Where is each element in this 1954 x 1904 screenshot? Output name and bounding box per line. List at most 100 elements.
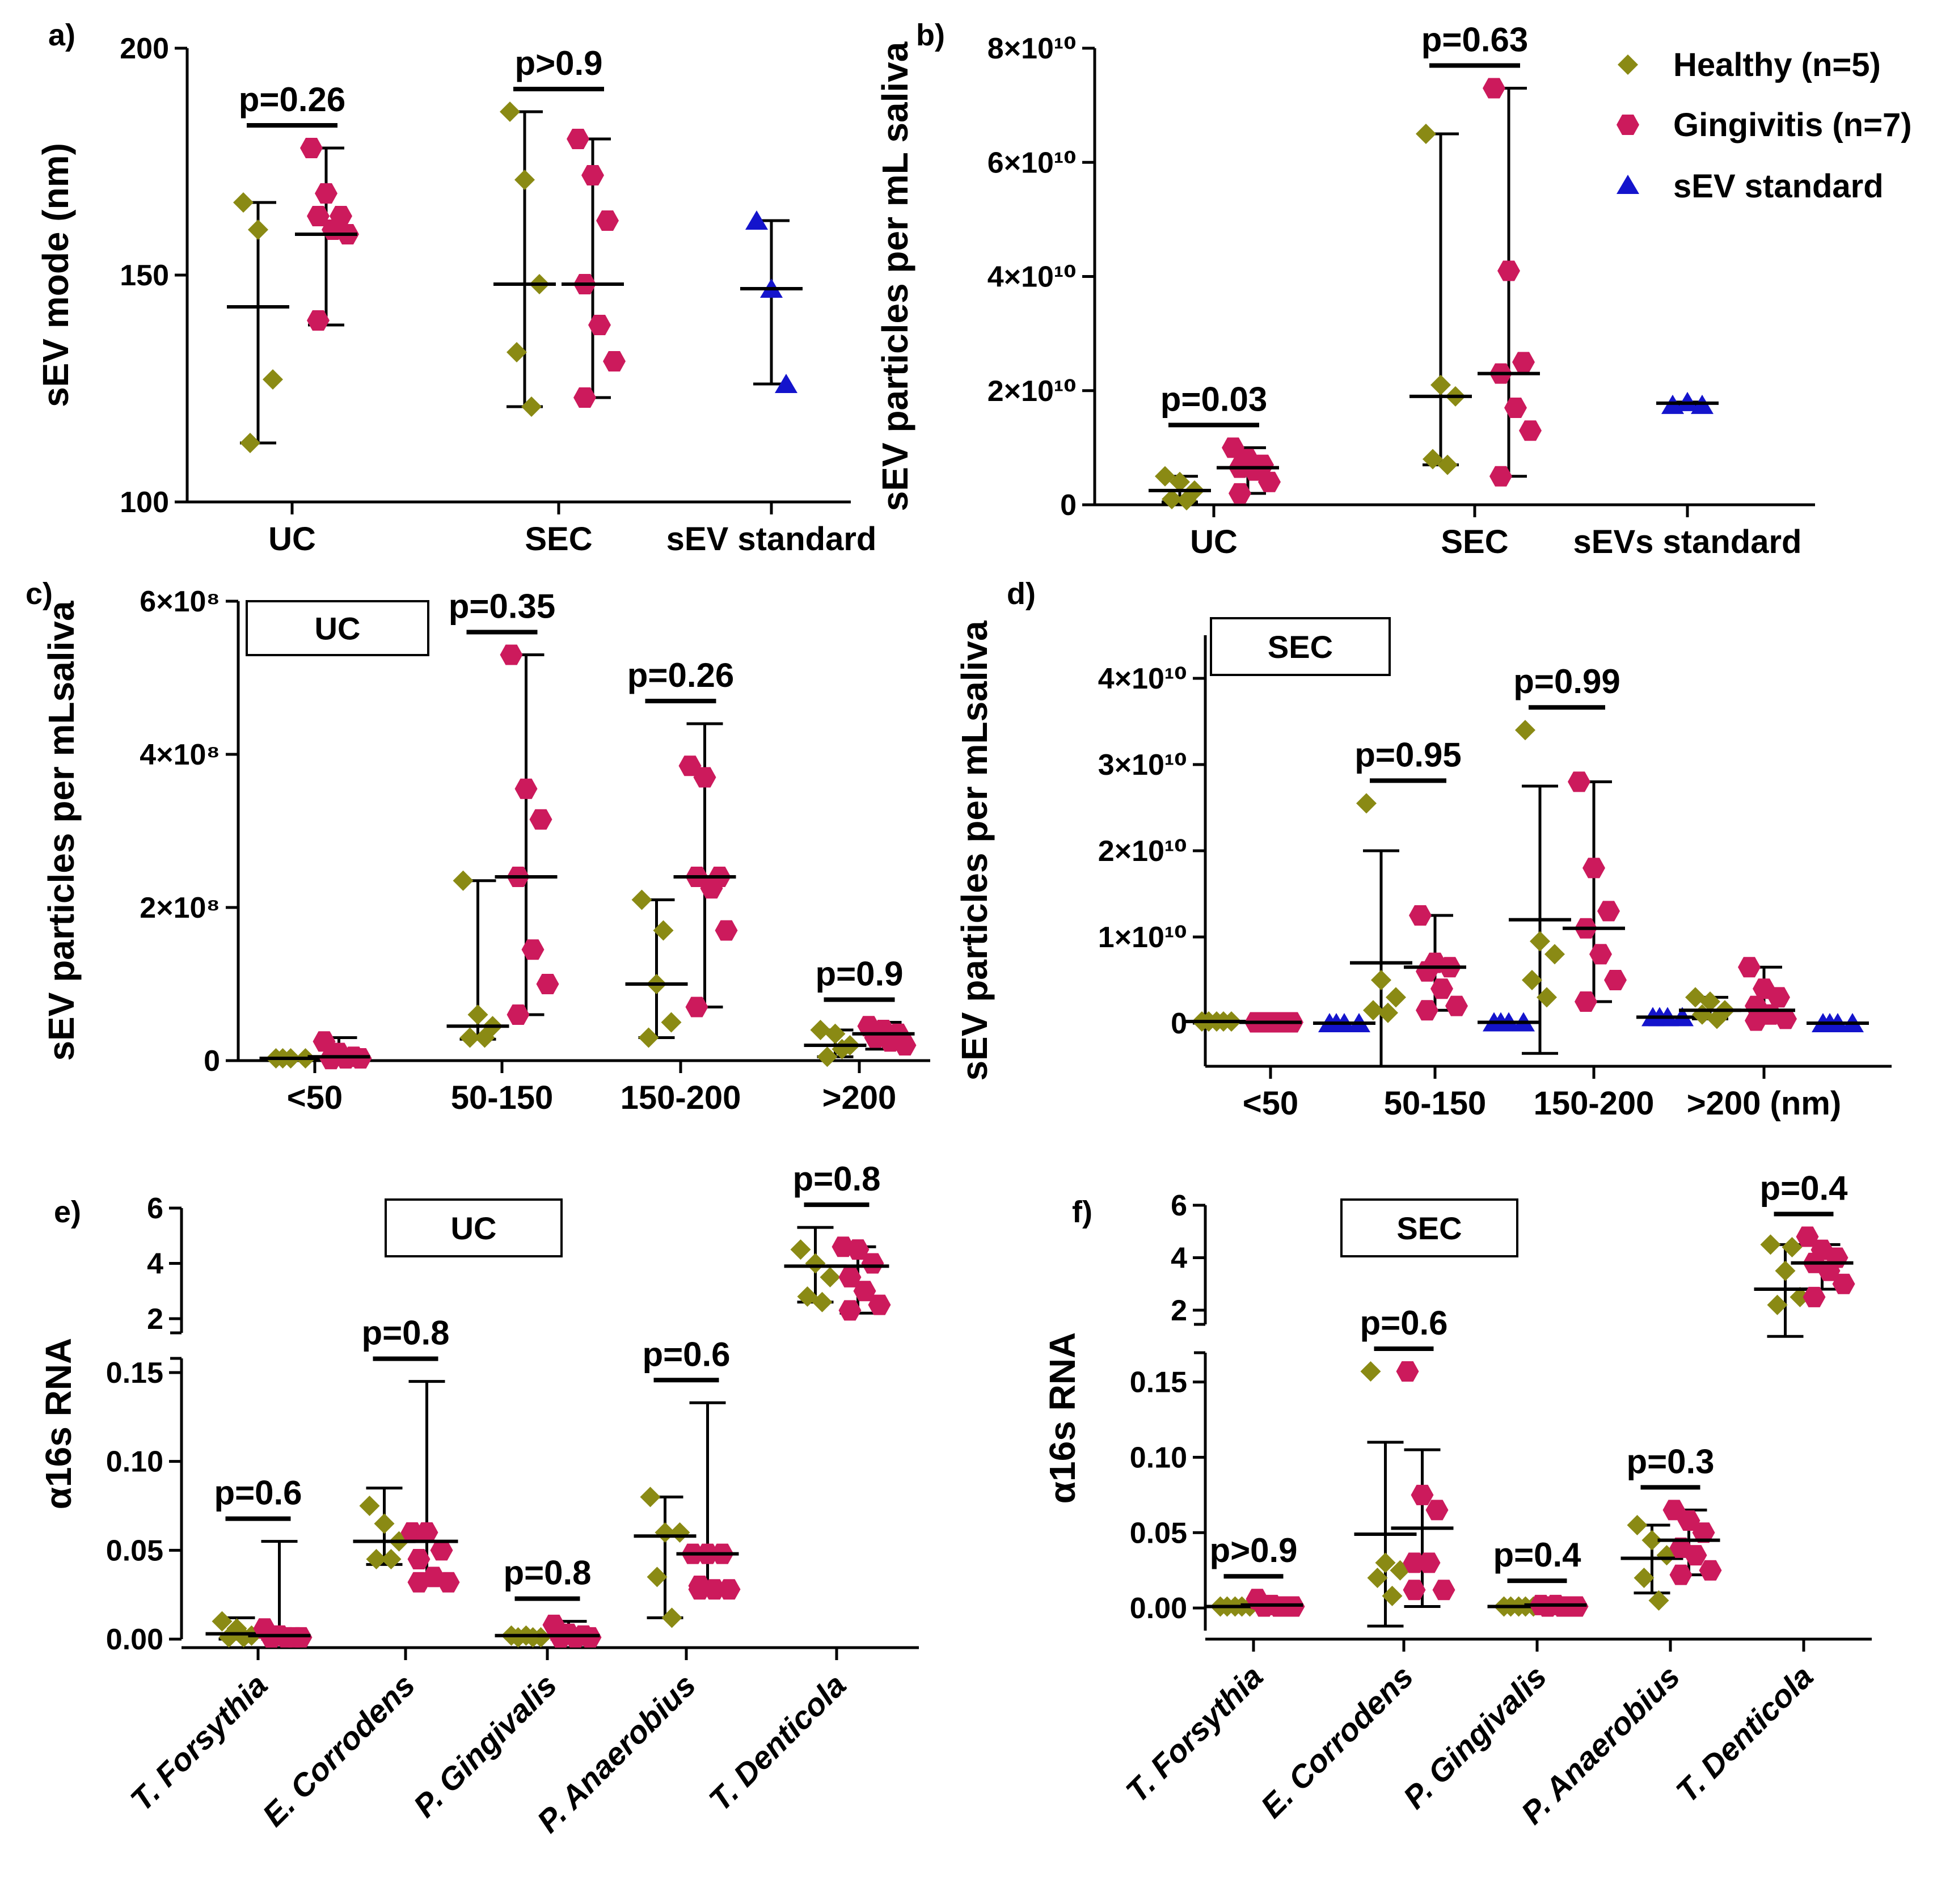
p-value-label: p=0.8 (361, 1314, 449, 1352)
data-point (1677, 1510, 1700, 1531)
data-point (596, 210, 619, 231)
x-tick-label: E. Corrodens (255, 1667, 421, 1833)
data-point (300, 138, 323, 158)
data-point (1669, 1564, 1693, 1585)
data-point (661, 1012, 682, 1033)
data-point (529, 809, 552, 830)
legend-standard-marker (1617, 175, 1639, 194)
data-point (514, 170, 535, 190)
p-value-label: p=0.03 (1160, 380, 1267, 418)
y-tick-label: 0.10 (106, 1446, 163, 1479)
x-tick-label: UC (268, 521, 316, 558)
p-value-label: p=0.6 (1360, 1304, 1447, 1342)
data-point (1796, 1226, 1819, 1247)
p-value-label: p=0.8 (792, 1160, 880, 1198)
data-point (508, 1627, 529, 1648)
y-tick-label: 200 (120, 32, 169, 65)
data-point (248, 219, 268, 240)
data-point (853, 1281, 876, 1302)
data-point (1423, 449, 1443, 470)
y-tick-label: 4 (1171, 1242, 1187, 1275)
data-point (1767, 987, 1790, 1008)
data-point (1371, 970, 1391, 990)
data-point (319, 1049, 343, 1070)
data-point (260, 1627, 283, 1648)
data-point (500, 644, 523, 665)
x-tick-label: 50-150 (451, 1079, 554, 1116)
data-point (507, 342, 527, 362)
x-tick-label: SEC (525, 521, 592, 558)
data-point (1360, 1361, 1381, 1382)
data-point (522, 1627, 543, 1648)
data-point (1437, 454, 1458, 475)
data-point (715, 920, 738, 941)
data-point (467, 1004, 488, 1025)
data-point (1775, 1260, 1796, 1281)
data-point (1700, 991, 1720, 1012)
legend: Healthy (n=5) Gingivitis (n=7) sEV stand… (1617, 47, 1912, 205)
data-point (1684, 1545, 1707, 1566)
y-tick-label: 3×10¹⁰ (1098, 749, 1187, 782)
y-axis-label: sEV mode (nm) (35, 143, 76, 407)
x-tick-label: T. Denticola (1669, 1658, 1820, 1809)
y-tick-label: 8×10¹⁰ (987, 32, 1077, 65)
p-value-label: p>0.9 (514, 44, 602, 82)
data-point (1817, 1260, 1841, 1281)
data-point (1356, 793, 1377, 814)
data-point (1604, 970, 1627, 990)
data-point (1430, 978, 1453, 999)
y-tick-label: 2×10¹⁰ (1098, 835, 1187, 868)
y-axis-label: α16s RNA (1042, 1332, 1083, 1504)
data-point (579, 1627, 602, 1648)
data-point (1489, 466, 1512, 487)
data-point (1483, 78, 1505, 99)
data-point (1582, 858, 1605, 879)
data-point (1676, 391, 1699, 411)
panel-box (246, 600, 429, 656)
y-tick-label: 0.10 (1130, 1441, 1187, 1474)
data-point (653, 920, 674, 941)
data-point (1575, 991, 1597, 1012)
data-point (1774, 1008, 1797, 1029)
data-point (745, 210, 768, 230)
p-value-label: p=0.9 (815, 955, 903, 993)
data-point (693, 767, 716, 788)
p-value-label: p=0.99 (1513, 662, 1620, 700)
data-point (1767, 1294, 1788, 1315)
data-point (521, 396, 542, 417)
data-point (669, 1522, 690, 1543)
data-point (1648, 1590, 1669, 1611)
data-point (1627, 1515, 1648, 1535)
data-point (307, 310, 330, 331)
data-point (661, 1607, 682, 1628)
data-point (407, 1549, 431, 1569)
data-point (1641, 1530, 1662, 1551)
data-point (1162, 488, 1182, 509)
data-point (1504, 397, 1527, 418)
x-tick-label: 150-200 (1534, 1085, 1655, 1122)
data-point (1403, 1552, 1426, 1573)
data-point (415, 1522, 438, 1543)
x-tick-label: 50-150 (1384, 1085, 1487, 1122)
data-point (1497, 260, 1520, 281)
y-tick-label: 0.05 (1130, 1517, 1187, 1550)
y-axis-label: sEV particles per mLsaliva (41, 601, 82, 1061)
data-point (688, 1579, 711, 1600)
data-point (817, 1046, 838, 1067)
data-point (1411, 1484, 1434, 1505)
x-tick-label: >200 (nm) (1687, 1085, 1841, 1122)
legend-healthy-label: Healthy (n=5) (1673, 47, 1881, 83)
panel-c: c) UC 0 2×10⁸ 4×10⁸ 6×10⁸ sEV particles per mL… (26, 577, 930, 1116)
y-tick-label: 4×10¹⁰ (987, 261, 1077, 294)
panel-d: d) SEC 0 1×10¹⁰ 2×10¹⁰ 3×10¹⁰ 4×10¹⁰ sEV partic… (954, 577, 1892, 1122)
x-tick-label: sEVs standard (1573, 524, 1802, 560)
data-point (1544, 944, 1565, 965)
data-point (240, 433, 260, 453)
y-tick-label: 4×10¹⁰ (1098, 662, 1187, 695)
data-point (536, 974, 559, 994)
panel-box (385, 1198, 563, 1257)
panel-box (1340, 1198, 1518, 1257)
p-value-label: p=0.63 (1421, 20, 1528, 58)
y-tick-label: 0.00 (1130, 1592, 1187, 1625)
